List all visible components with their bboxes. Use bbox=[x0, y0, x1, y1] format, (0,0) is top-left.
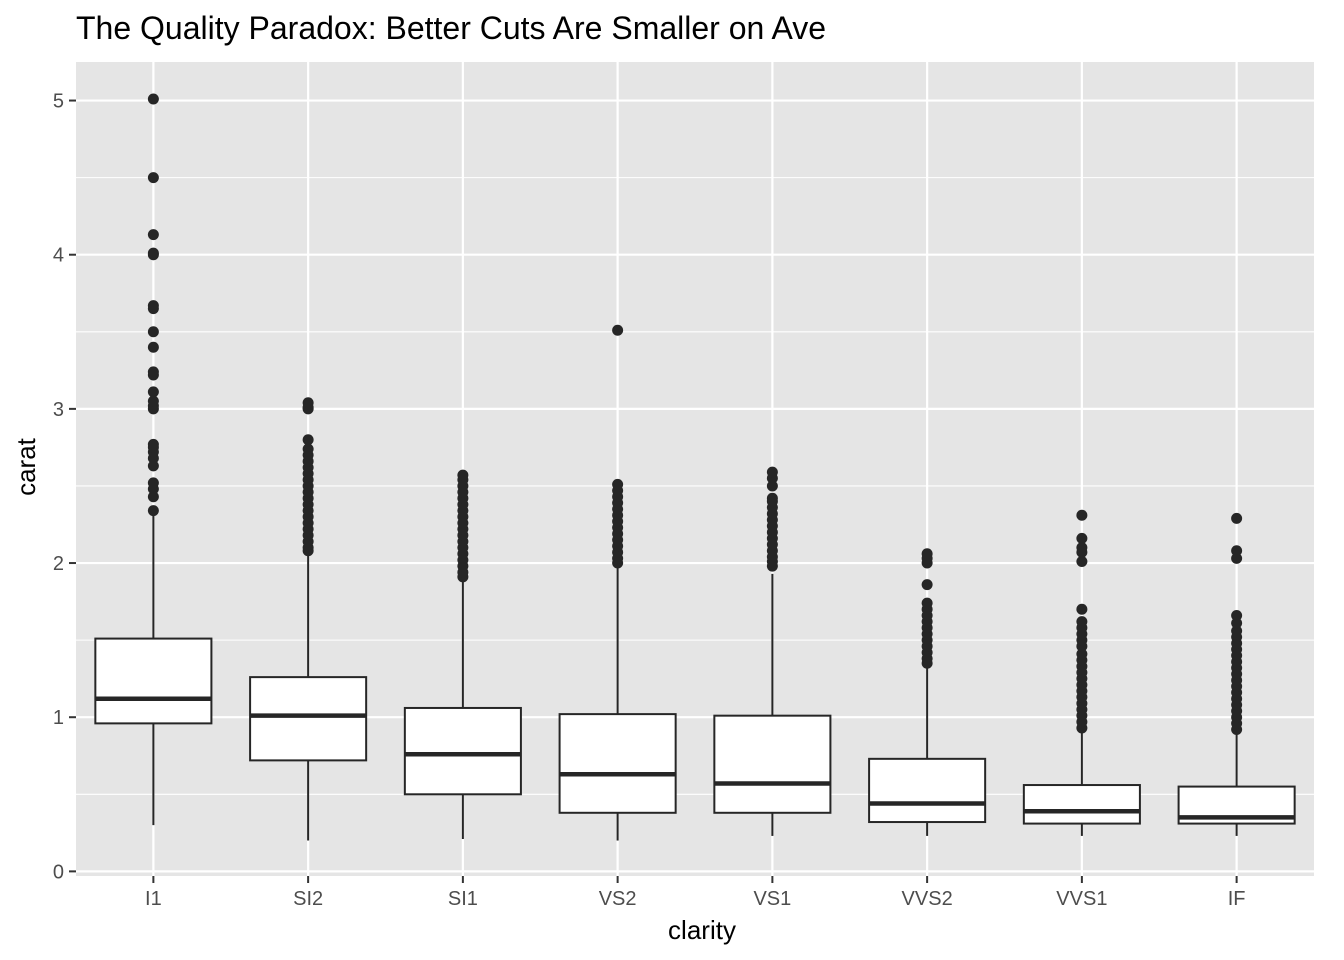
outlier-point bbox=[147, 326, 159, 338]
outlier-point bbox=[1076, 556, 1088, 567]
iqr-box bbox=[558, 713, 677, 814]
x-axis: I1 SI2 SI1 VS2 VS1 VVS2 VVS1 IF bbox=[145, 876, 1246, 910]
outlier-point bbox=[147, 460, 159, 472]
outlier-point bbox=[147, 395, 159, 407]
box-vs2 bbox=[558, 324, 677, 841]
x-tick-label: VS1 bbox=[753, 888, 791, 910]
iqr-box bbox=[94, 637, 213, 725]
y-tick-label: 2 bbox=[53, 553, 64, 575]
outlier-point bbox=[457, 469, 469, 481]
outlier-point bbox=[612, 478, 624, 490]
outlier-point bbox=[1076, 542, 1088, 554]
outlier-point bbox=[147, 300, 159, 312]
outlier-point bbox=[147, 505, 159, 517]
outlier-point bbox=[1076, 603, 1088, 615]
x-tick-label: IF bbox=[1228, 888, 1246, 910]
chart-title: The Quality Paradox: Better Cuts Are Sma… bbox=[76, 10, 826, 46]
iqr-box bbox=[249, 676, 368, 762]
outlier-point bbox=[147, 477, 159, 489]
outlier-point bbox=[1231, 552, 1243, 564]
outlier-point bbox=[1231, 512, 1243, 524]
outlier-point bbox=[1231, 609, 1243, 621]
outlier-point bbox=[1231, 625, 1243, 637]
outlier-point bbox=[1231, 545, 1243, 557]
outlier-point bbox=[147, 341, 159, 353]
outlier-point bbox=[147, 491, 159, 503]
iqr-box bbox=[1022, 784, 1141, 825]
box-si1 bbox=[403, 469, 522, 839]
outlier-point bbox=[766, 480, 778, 492]
y-tick-label: 5 bbox=[53, 91, 64, 113]
outlier-point bbox=[766, 492, 778, 504]
outlier-point bbox=[1076, 509, 1088, 521]
outlier-point bbox=[147, 172, 159, 184]
outlier-point bbox=[147, 366, 159, 378]
y-axis-title: carat bbox=[11, 437, 41, 496]
x-tick-label: SI2 bbox=[293, 888, 323, 910]
outlier-point bbox=[1231, 617, 1243, 629]
outlier-point bbox=[612, 324, 624, 336]
box-i1 bbox=[94, 93, 213, 826]
outlier-point bbox=[1076, 648, 1088, 660]
boxes-layer bbox=[94, 93, 1296, 841]
y-tick-label: 3 bbox=[53, 399, 64, 421]
outlier-point bbox=[147, 229, 159, 241]
outlier-point bbox=[921, 548, 933, 560]
outlier-point bbox=[147, 93, 159, 105]
x-tick-label: I1 bbox=[145, 888, 162, 910]
outlier-point bbox=[766, 466, 778, 478]
x-tick-label: VVS1 bbox=[1056, 888, 1107, 910]
outlier-point bbox=[302, 443, 314, 455]
outlier-point bbox=[921, 597, 933, 609]
y-tick-label: 0 bbox=[53, 861, 64, 883]
y-tick-label: 1 bbox=[53, 707, 64, 729]
box-vvs2 bbox=[868, 548, 987, 836]
outlier-point bbox=[1076, 616, 1088, 628]
outlier-point bbox=[302, 397, 314, 409]
iqr-box bbox=[868, 757, 987, 824]
x-tick-label: VVS2 bbox=[902, 888, 953, 910]
box-vs1 bbox=[713, 466, 832, 836]
y-axis: 0 1 2 3 4 5 bbox=[53, 91, 76, 883]
box-if bbox=[1177, 512, 1296, 836]
x-axis-title: clarity bbox=[668, 915, 736, 945]
outlier-point bbox=[147, 438, 159, 450]
outlier-point bbox=[1076, 532, 1088, 544]
iqr-box bbox=[713, 714, 832, 814]
outlier-point bbox=[147, 386, 159, 398]
x-tick-label: VS2 bbox=[599, 888, 637, 910]
outlier-point bbox=[302, 434, 314, 446]
iqr-box bbox=[403, 706, 522, 796]
outlier-point bbox=[921, 579, 933, 591]
box-si2 bbox=[249, 397, 368, 841]
y-tick-label: 4 bbox=[53, 245, 64, 267]
outlier-point bbox=[147, 247, 159, 259]
box-vvs1 bbox=[1022, 509, 1141, 836]
x-tick-label: SI1 bbox=[448, 888, 478, 910]
